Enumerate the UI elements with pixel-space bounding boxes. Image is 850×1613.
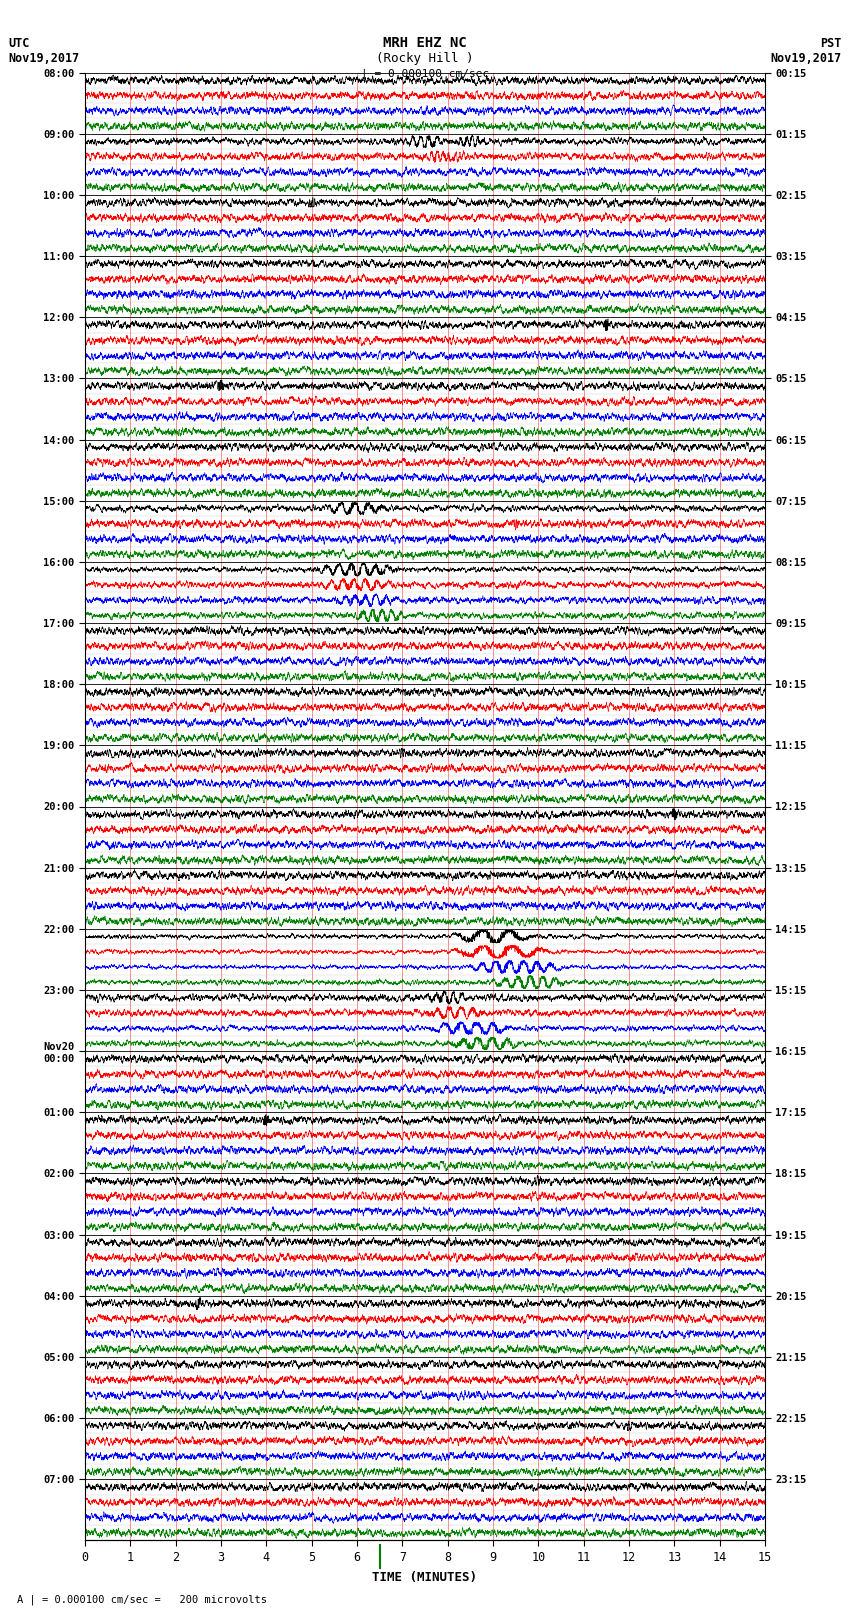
Text: (Rocky Hill ): (Rocky Hill ) [377, 52, 473, 65]
Text: | = 0.000100 cm/sec: | = 0.000100 cm/sec [361, 68, 489, 79]
Text: Nov19,2017: Nov19,2017 [770, 52, 842, 65]
Text: UTC: UTC [8, 37, 30, 50]
Text: MRH EHZ NC: MRH EHZ NC [383, 35, 467, 50]
X-axis label: TIME (MINUTES): TIME (MINUTES) [372, 1571, 478, 1584]
Text: Nov19,2017: Nov19,2017 [8, 52, 80, 65]
Text: PST: PST [820, 37, 842, 50]
Text: A | = 0.000100 cm/sec =   200 microvolts: A | = 0.000100 cm/sec = 200 microvolts [17, 1594, 267, 1605]
